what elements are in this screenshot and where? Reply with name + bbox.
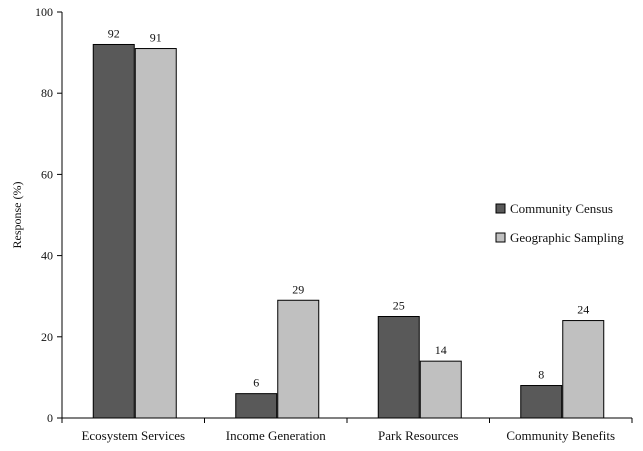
x-category-label: Community Benefits [506, 428, 615, 443]
y-tick-label: 40 [41, 249, 53, 263]
x-category-label: Ecosystem Services [81, 428, 185, 443]
bar-value-label: 91 [150, 31, 162, 45]
plot-area: 0 20 40 60 80 100 Ecosystem Services 92 91 Income… [35, 5, 633, 443]
bar [277, 299, 320, 419]
bar [377, 316, 420, 419]
y-axis-title: Response (%) [10, 182, 24, 249]
bar-value-label: 29 [292, 282, 304, 296]
bar [92, 43, 135, 419]
legend: Community Census Geographic Sampling [495, 201, 624, 245]
bar [520, 385, 563, 419]
bar [134, 48, 177, 419]
y-tick-label: 100 [35, 5, 53, 19]
bar-value-label: 6 [253, 376, 259, 390]
y-axis-title-group: Response (%) [10, 182, 24, 249]
bar [562, 320, 605, 419]
y-tick-label: 80 [41, 86, 53, 100]
y-tick-label: 0 [47, 411, 53, 425]
bar-value-label: 14 [435, 343, 447, 357]
legend-swatch [495, 203, 506, 214]
bar-value-label: 25 [393, 299, 405, 313]
bar [419, 360, 462, 419]
legend-swatch [495, 232, 506, 243]
bar-value-label: 8 [538, 368, 544, 382]
x-category-label: Park Resources [378, 428, 459, 443]
legend-label: Geographic Sampling [510, 230, 624, 245]
y-tick-label: 60 [41, 167, 53, 181]
x-category-label: Income Generation [226, 428, 326, 443]
y-tick-label: 20 [41, 330, 53, 344]
bar-value-label: 24 [577, 303, 589, 317]
bar [235, 393, 278, 419]
bar-value-label: 92 [108, 26, 120, 40]
legend-label: Community Census [510, 201, 613, 216]
